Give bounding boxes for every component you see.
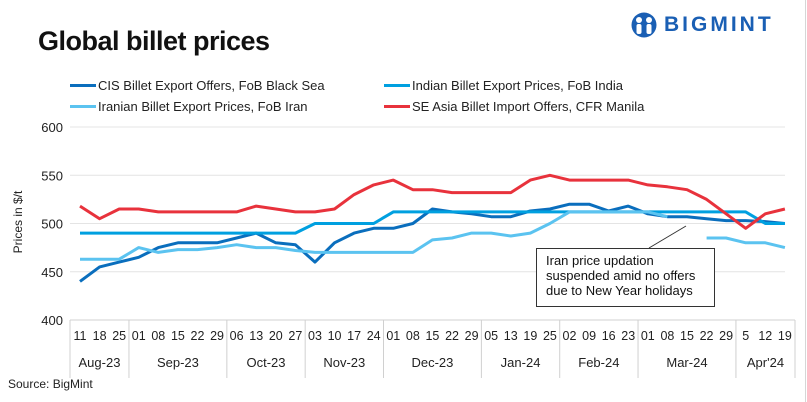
x-tick-label: 19	[778, 329, 792, 343]
logo: BIGMINT	[630, 12, 774, 38]
month-label: Aug-23	[79, 355, 121, 370]
x-tick-label: 27	[288, 329, 302, 343]
month-label: Sep-23	[157, 355, 199, 370]
x-tick-label: 22	[700, 329, 714, 343]
x-tick-label: 15	[425, 329, 439, 343]
chart-title: Global billet prices	[38, 26, 270, 56]
x-tick-label: 11	[74, 329, 87, 343]
legend-item-iran: Iranian Billet Export Prices, FoB Iran	[70, 99, 308, 114]
legend-swatch	[70, 105, 96, 108]
x-tick-label: 5	[742, 329, 749, 343]
legend-swatch	[70, 84, 96, 87]
bigmint-people-icon	[631, 12, 657, 38]
x-tick-label: 08	[406, 329, 420, 343]
month-label: Jan-24	[501, 355, 541, 370]
x-tick-label: 03	[308, 329, 322, 343]
x-tick-label: 05	[484, 329, 498, 343]
month-label: Oct-23	[247, 355, 286, 370]
month-label: Mar-24	[666, 355, 707, 370]
y-tick-label: 600	[41, 120, 63, 135]
x-tick-label: 06	[230, 329, 244, 343]
legend-label: Indian Billet Export Prices, FoB India	[412, 78, 623, 93]
x-tick-label: 17	[347, 329, 361, 343]
x-tick-label: 08	[151, 329, 165, 343]
y-tick-label: 550	[41, 168, 63, 183]
y-tick-label: 400	[41, 313, 63, 328]
x-tick-label: 15	[680, 329, 694, 343]
x-tick-label: 16	[602, 329, 616, 343]
legend-item-india: Indian Billet Export Prices, FoB India	[384, 78, 623, 93]
month-label: Nov-23	[323, 355, 365, 370]
x-tick-label: 23	[621, 329, 635, 343]
legend-label: Iranian Billet Export Prices, FoB Iran	[98, 99, 308, 114]
x-tick-label: 22	[191, 329, 205, 343]
x-tick-label: 01	[132, 329, 146, 343]
x-tick-label: 18	[93, 329, 107, 343]
series-line-3	[79, 173, 786, 230]
x-tick-label: 01	[641, 329, 655, 343]
y-tick-label: 450	[41, 265, 63, 280]
x-tick-label: 09	[582, 329, 596, 343]
legend-swatch	[384, 84, 410, 87]
series-line-1	[80, 210, 785, 235]
x-tick-label: 19	[523, 329, 537, 343]
month-label: Apr'24	[747, 355, 784, 370]
x-tick-label: 01	[386, 329, 400, 343]
legend-label: CIS Billet Export Offers, FoB Black Sea	[98, 78, 325, 93]
annotation-leader-line	[648, 225, 687, 249]
legend-item-cis: CIS Billet Export Offers, FoB Black Sea	[70, 78, 325, 93]
legend-swatch	[384, 105, 410, 108]
x-tick-label: 02	[563, 329, 577, 343]
x-tick-label: 12	[758, 329, 772, 343]
month-label: Feb-24	[578, 355, 619, 370]
series-line-2	[80, 210, 786, 261]
x-tick-label: 25	[112, 329, 126, 343]
x-tick-label: 29	[719, 329, 733, 343]
x-tick-label: 25	[543, 329, 557, 343]
x-tick-label: 15	[171, 329, 185, 343]
x-tick-label: 08	[660, 329, 674, 343]
frame-border	[805, 0, 806, 402]
x-tick-label: 13	[249, 329, 263, 343]
month-label: Dec-23	[411, 355, 453, 370]
x-tick-label: 24	[367, 329, 381, 343]
x-tick-label: 22	[445, 329, 459, 343]
x-tick-label: 20	[269, 329, 283, 343]
x-tick-label: 29	[210, 329, 224, 343]
annotation-box: Iran price updation suspended amid no of…	[536, 248, 715, 307]
source-note: Source: BigMint	[8, 377, 93, 391]
y-tick-label: 500	[41, 217, 63, 232]
legend-item-seasia: SE Asia Billet Import Offers, CFR Manila	[384, 99, 644, 114]
x-tick-label: 29	[465, 329, 479, 343]
legend-label: SE Asia Billet Import Offers, CFR Manila	[412, 99, 645, 114]
logo-text: BIGMINT	[664, 13, 774, 36]
x-tick-label: 13	[504, 329, 518, 343]
x-tick-label: 10	[328, 329, 342, 343]
